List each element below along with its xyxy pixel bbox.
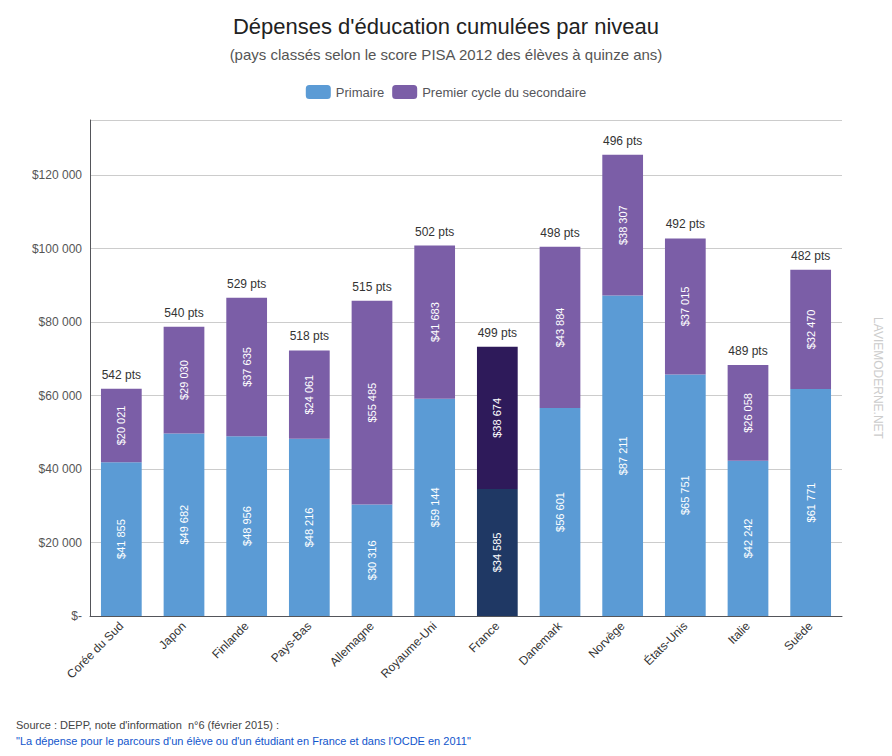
svg-text:$80 000: $80 000 <box>39 315 83 329</box>
svg-text:$41 855: $41 855 <box>115 519 127 559</box>
svg-text:$37 635: $37 635 <box>241 347 253 387</box>
svg-text:Suède: Suède <box>781 619 816 654</box>
svg-text:$49 682: $49 682 <box>178 505 190 545</box>
svg-text:498 pts: 498 pts <box>540 226 579 240</box>
svg-text:$20 000: $20 000 <box>39 536 83 550</box>
svg-text:France: France <box>466 619 503 656</box>
svg-text:$41 683: $41 683 <box>429 302 441 342</box>
svg-text:Dépenses d'éducation cumulées: Dépenses d'éducation cumulées par niveau <box>233 14 659 39</box>
svg-text:499 pts: 499 pts <box>478 326 517 340</box>
svg-text:$60 000: $60 000 <box>39 389 83 403</box>
svg-text:$30 316: $30 316 <box>366 540 378 580</box>
svg-text:États-Unis: États-Unis <box>641 618 691 668</box>
svg-text:$20 021: $20 021 <box>115 406 127 446</box>
svg-text:$32 470: $32 470 <box>805 310 817 350</box>
svg-text:$-: $- <box>71 609 82 623</box>
svg-text:Source : DEPP, note d'informat: Source : DEPP, note d'information n°6 (f… <box>16 719 282 731</box>
svg-text:$100 000: $100 000 <box>32 242 82 256</box>
svg-text:"La dépense pour le parcours d: "La dépense pour le parcours d'un élève … <box>16 735 471 747</box>
svg-text:492 pts: 492 pts <box>666 217 705 231</box>
svg-text:$55 485: $55 485 <box>366 383 378 423</box>
svg-text:$24 061: $24 061 <box>303 375 315 415</box>
svg-text:Danemark: Danemark <box>516 618 566 668</box>
svg-text:$56 601: $56 601 <box>554 492 566 532</box>
svg-text:$42 242: $42 242 <box>742 519 754 559</box>
svg-text:$37 015: $37 015 <box>679 287 691 327</box>
svg-text:$34 585: $34 585 <box>491 533 503 573</box>
svg-text:$87 211: $87 211 <box>617 436 629 475</box>
svg-text:$29 030: $29 030 <box>178 360 190 400</box>
svg-text:$65 751: $65 751 <box>679 475 691 515</box>
svg-text:(pays classés selon le score P: (pays classés selon le score PISA 2012 d… <box>230 46 663 63</box>
svg-text:$61 771: $61 771 <box>805 483 817 523</box>
svg-text:$43 884: $43 884 <box>554 308 566 348</box>
svg-text:Premier cycle du secondaire: Premier cycle du secondaire <box>422 85 586 100</box>
svg-text:Royaume-Uni: Royaume-Uni <box>378 619 440 681</box>
svg-text:496 pts: 496 pts <box>603 134 642 148</box>
svg-text:Corée du Sud: Corée du Sud <box>64 619 126 681</box>
svg-text:502 pts: 502 pts <box>415 225 454 239</box>
svg-text:Finlande: Finlande <box>209 619 252 662</box>
svg-text:LAVIEMODERNE.NET: LAVIEMODERNE.NET <box>871 317 885 439</box>
svg-text:Norvège: Norvège <box>586 619 628 661</box>
svg-text:518 pts: 518 pts <box>290 329 329 343</box>
svg-text:$38 674: $38 674 <box>491 398 503 438</box>
svg-text:$59 144: $59 144 <box>429 487 441 527</box>
svg-text:$48 956: $48 956 <box>241 506 253 546</box>
svg-text:542 pts: 542 pts <box>102 368 141 382</box>
svg-text:540 pts: 540 pts <box>164 306 203 320</box>
svg-text:$120 000: $120 000 <box>32 168 82 182</box>
svg-text:$40 000: $40 000 <box>39 462 83 476</box>
svg-text:489 pts: 489 pts <box>728 344 767 358</box>
svg-text:Pays-Bas: Pays-Bas <box>268 619 314 665</box>
svg-text:529 pts: 529 pts <box>227 277 266 291</box>
svg-text:515 pts: 515 pts <box>352 280 391 294</box>
svg-text:Primaire: Primaire <box>336 85 384 100</box>
svg-text:Allemagne: Allemagne <box>327 619 377 669</box>
svg-text:Italie: Italie <box>725 619 753 647</box>
svg-text:$48 216: $48 216 <box>303 508 315 548</box>
svg-text:$38 307: $38 307 <box>617 205 629 245</box>
svg-text:Japon: Japon <box>156 619 189 652</box>
svg-text:482 pts: 482 pts <box>791 249 830 263</box>
svg-text:$26 058: $26 058 <box>742 393 754 433</box>
